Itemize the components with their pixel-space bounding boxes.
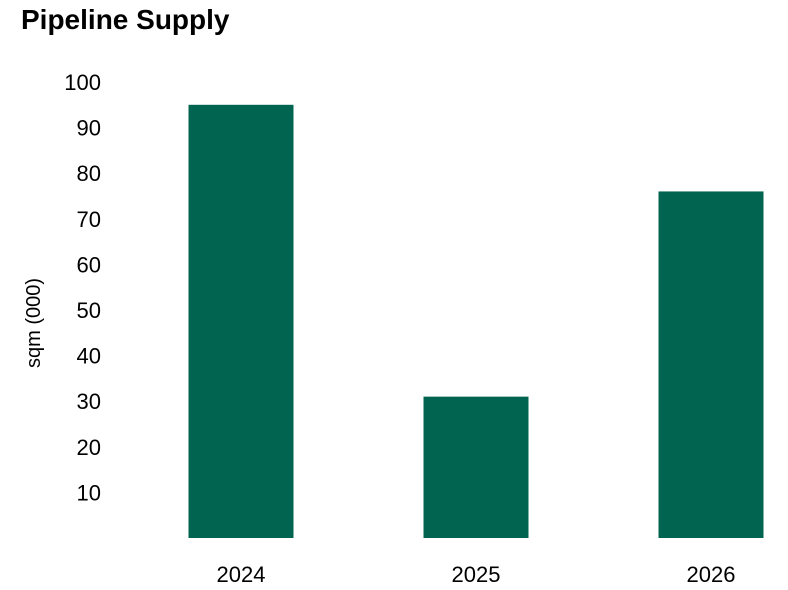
y-tick-label: 70 <box>77 207 101 232</box>
x-tick-label: 2026 <box>687 562 736 587</box>
x-tick-label: 2025 <box>452 562 501 587</box>
chart-title: Pipeline Supply <box>21 4 230 35</box>
y-axis-label: sqm (000) <box>23 278 45 368</box>
y-tick-label: 30 <box>77 389 101 414</box>
x-tick-label: 2024 <box>217 562 266 587</box>
y-tick-label: 100 <box>64 70 101 95</box>
y-tick-label: 20 <box>77 435 101 460</box>
bar-2025 <box>423 396 529 538</box>
y-tick-label: 60 <box>77 252 101 277</box>
y-tick-label: 40 <box>77 344 101 369</box>
y-tick-label: 10 <box>77 480 101 505</box>
y-tick-label: 90 <box>77 116 101 141</box>
y-tick-label: 80 <box>77 161 101 186</box>
bar-2024 <box>188 104 294 539</box>
bar-2026 <box>658 191 764 538</box>
bar-group <box>188 104 764 539</box>
y-tick-label: 50 <box>77 298 101 323</box>
y-axis-ticks: 10 20 30 40 50 60 70 80 90 100 <box>64 70 101 505</box>
x-axis-ticks: 2024 2025 2026 <box>217 562 736 587</box>
